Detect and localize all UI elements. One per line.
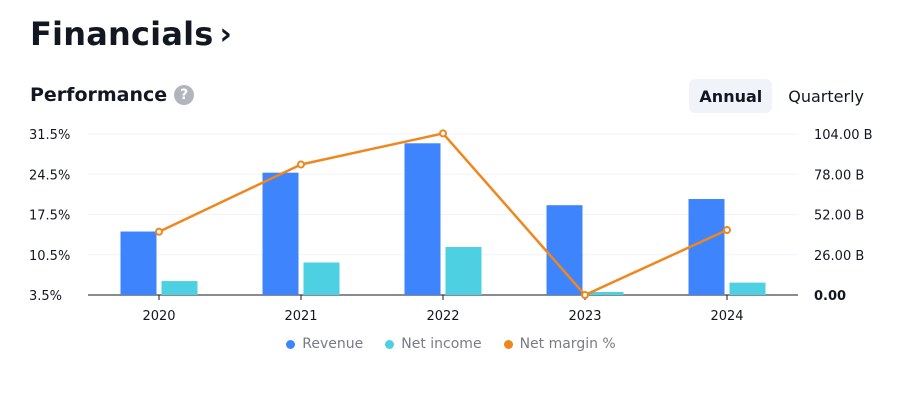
x-tick-label: 2022 [426, 309, 459, 324]
net-margin-point [723, 226, 731, 235]
help-icon[interactable]: ? [174, 85, 195, 105]
net-margin-point [581, 291, 589, 299]
right-tick-label: 0.00 [814, 289, 846, 304]
x-tick-label: 2021 [284, 309, 317, 324]
revenue-bar [262, 172, 299, 295]
performance-title: Performance [30, 84, 168, 106]
x-tick-label: 2023 [568, 309, 601, 324]
legend-net-margin[interactable]: Net margin % [503, 336, 616, 352]
performance-heading: Performance ? [30, 84, 195, 106]
right-tick-label: 78.00 B [814, 168, 864, 183]
left-tick-label: 17.5% [29, 209, 70, 224]
legend-net-margin-label: Net margin % [519, 336, 616, 352]
net-margin-point [155, 227, 163, 236]
net-income-dot-icon [385, 339, 395, 349]
x-tick-label: 2020 [142, 309, 175, 324]
annual-tab[interactable]: Annual [689, 79, 773, 113]
chevron-right-icon: › [219, 16, 233, 52]
legend-net-income-label: Net income [401, 336, 482, 352]
net-income-bar [587, 291, 624, 295]
right-tick-label: 52.00 B [814, 209, 864, 224]
revenue-bar [404, 143, 441, 295]
right-tick-label: 104.00 B [814, 128, 873, 143]
right-tick-label: 26.00 B [814, 249, 864, 264]
legend-revenue-label: Revenue [302, 336, 364, 352]
net-income-bar [729, 282, 766, 295]
net-margin-point [439, 129, 447, 138]
financials-title: Financials [30, 15, 214, 53]
left-tick-label: 3.5% [29, 289, 62, 304]
net-margin-point [297, 160, 305, 169]
net-margin-dot-icon [503, 339, 513, 349]
net-income-bar [445, 247, 482, 295]
quarterly-tab[interactable]: Quarterly [788, 86, 864, 106]
performance-chart: 31.5% 104.00 B 24.5% 78.00 B 17.5% 52.00 B 10.… [29, 128, 873, 324]
left-tick-label: 24.5% [29, 168, 70, 183]
x-tick-label: 2024 [710, 309, 743, 324]
net-income-bar [161, 281, 198, 295]
revenue-dot-icon [286, 339, 296, 349]
revenue-bar [546, 205, 583, 295]
legend-net-income[interactable]: Net income [385, 336, 482, 352]
legend-revenue[interactable]: Revenue [286, 336, 363, 352]
revenue-bar [120, 231, 157, 295]
left-tick-label: 10.5% [29, 249, 70, 264]
left-tick-label: 31.5% [29, 128, 70, 143]
financials-title-link[interactable]: Financials › [30, 8, 232, 60]
revenue-bar [688, 199, 725, 295]
net-income-bar [303, 262, 340, 295]
chart-legend: Revenue Net income Net margin % [0, 336, 902, 352]
period-toggle: Annual Quarterly [689, 79, 874, 113]
